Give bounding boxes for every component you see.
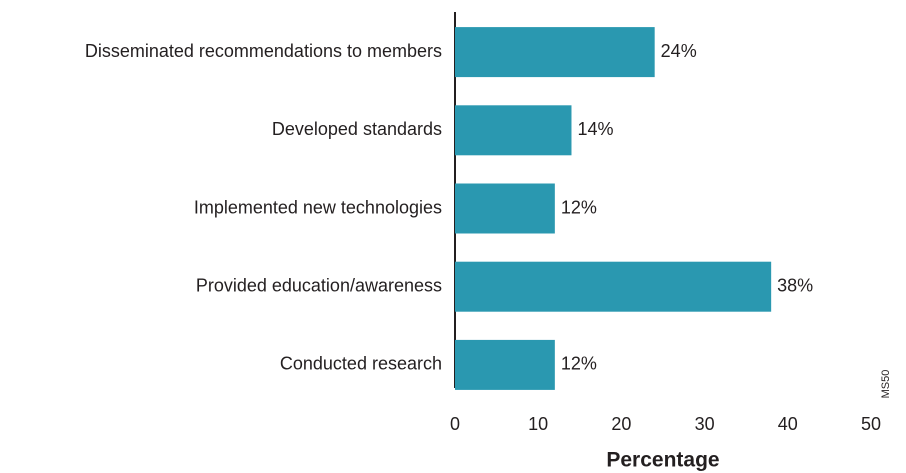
y-tick-label: Disseminated recommendations to members (85, 41, 442, 61)
y-tick-label: Provided education/awareness (196, 275, 442, 295)
x-tick-label: 50 (861, 414, 881, 434)
y-tick-label: Implemented new technologies (194, 197, 442, 217)
value-label: 14% (577, 119, 613, 139)
x-tick-label: 20 (611, 414, 631, 434)
x-axis-title: Percentage (606, 449, 719, 472)
x-tick-label: 40 (778, 414, 798, 434)
x-tick-label: 30 (695, 414, 715, 434)
x-tick-label: 10 (528, 414, 548, 434)
y-tick-label: Developed standards (272, 119, 442, 139)
x-tick-label: 0 (450, 414, 460, 434)
value-label: 12% (561, 354, 597, 374)
bar (455, 105, 572, 156)
bar (455, 27, 655, 78)
value-label: 12% (561, 197, 597, 217)
bar (455, 339, 555, 390)
value-label: 24% (661, 41, 697, 61)
value-label: 38% (777, 275, 813, 295)
bar (455, 183, 555, 234)
y-tick-label: Conducted research (280, 354, 442, 374)
bar (455, 261, 772, 312)
figure-code: MS50 (880, 370, 892, 399)
